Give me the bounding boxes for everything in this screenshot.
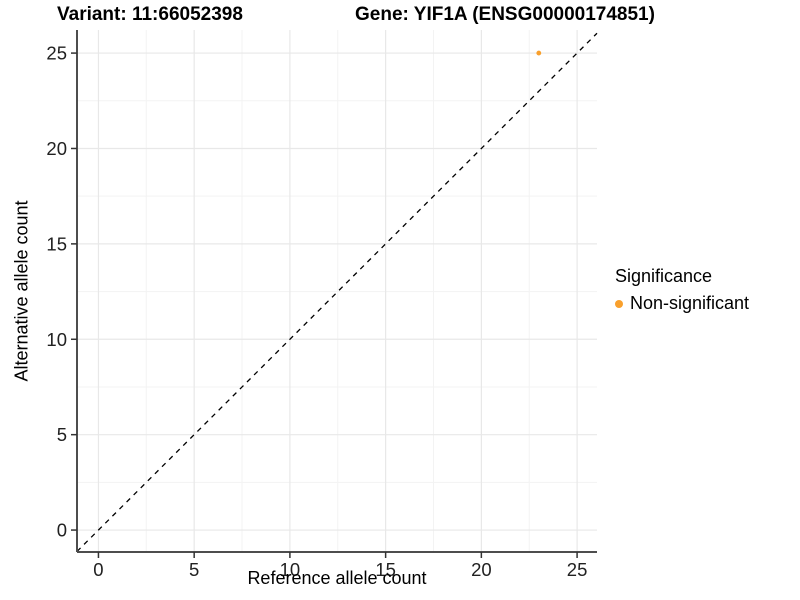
x-tick-label: 5 bbox=[189, 559, 199, 580]
data-points bbox=[536, 50, 542, 56]
legend-item-label: Non-significant bbox=[630, 293, 750, 313]
grid-major bbox=[77, 30, 597, 552]
tick-labels: 0 5 10 15 20 25 0 5 10 15 20 25 bbox=[46, 43, 587, 580]
legend: Significance Non-significant bbox=[615, 266, 749, 314]
plot-title-gene: Gene: YIF1A (ENSG00000174851) bbox=[355, 4, 655, 25]
grid-minor bbox=[77, 30, 597, 552]
legend-point-swatch bbox=[615, 299, 623, 308]
x-tick-label: 25 bbox=[567, 559, 588, 580]
y-axis-label: Alternative allele count bbox=[11, 200, 32, 382]
y-tick-label: 5 bbox=[57, 424, 67, 445]
y-tick-label: 15 bbox=[46, 233, 67, 254]
y-tick-label: 20 bbox=[46, 138, 67, 159]
plot-title-variant: Variant: 11:66052398 bbox=[57, 4, 243, 25]
x-tick-label: 20 bbox=[471, 559, 492, 580]
data-point bbox=[536, 50, 542, 56]
axis-lines bbox=[76, 30, 597, 553]
y-tick-label: 10 bbox=[46, 329, 67, 350]
y-tick-label: 0 bbox=[57, 520, 67, 541]
x-tick-label: 15 bbox=[375, 559, 396, 580]
axis-ticks bbox=[71, 52, 578, 558]
x-axis-label: Reference allele count bbox=[247, 568, 427, 588]
x-tick-label: 10 bbox=[280, 559, 301, 580]
y-tick-label: 25 bbox=[46, 43, 67, 64]
legend-title: Significance bbox=[615, 266, 713, 286]
x-tick-label: 0 bbox=[93, 559, 103, 580]
legend-item: Non-significant bbox=[615, 293, 749, 314]
identity-line bbox=[76, 32, 598, 552]
